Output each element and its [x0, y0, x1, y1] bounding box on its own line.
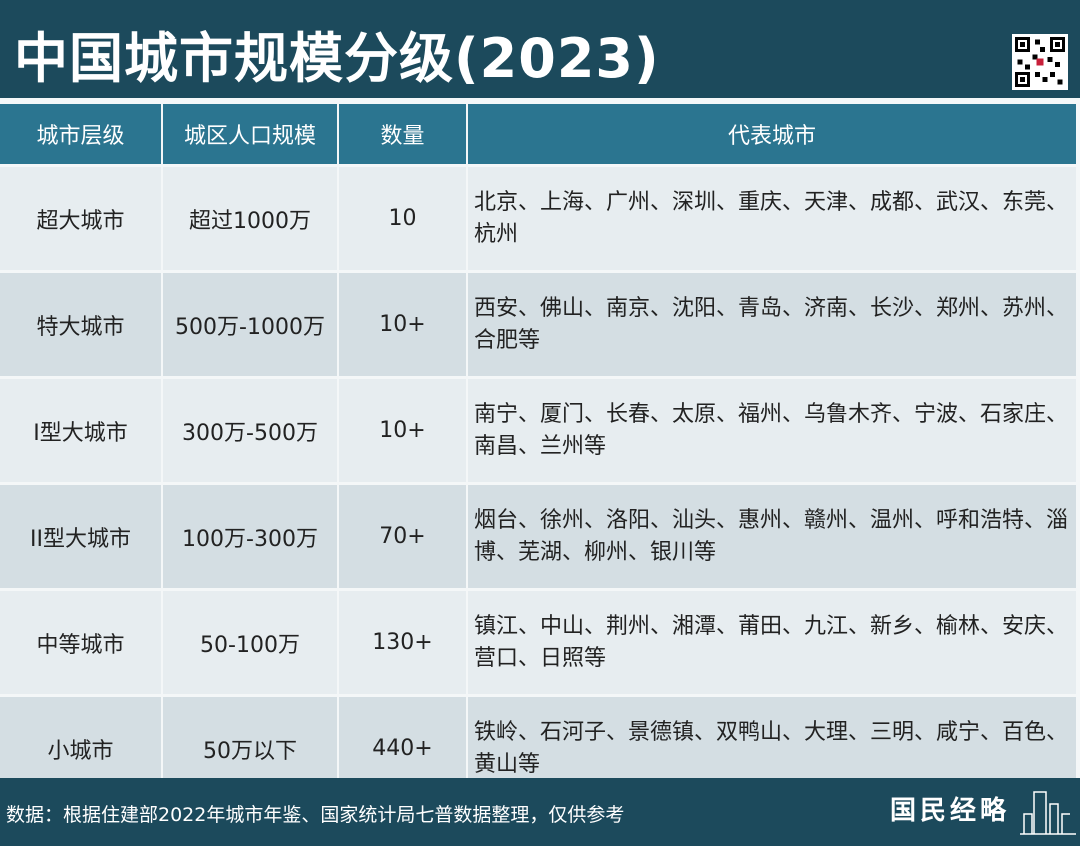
table-row: I型大城市 300万-500万 10+ 南宁、厦门、长春、太原、福州、乌鲁木齐、… — [0, 379, 1076, 482]
page-title: 中国城市规模分级(2023) — [14, 27, 660, 90]
cities-cell: 南宁、厦门、长春、太原、福州、乌鲁木齐、宁波、石家庄、南昌、兰州等 — [468, 379, 1076, 482]
building-skyline-icon — [1020, 791, 1076, 835]
header-population: 城区人口规模 — [163, 104, 337, 164]
count-cell: 10+ — [339, 273, 466, 376]
header-count: 数量 — [339, 104, 466, 164]
table-row: 超大城市 超过1000万 10 北京、上海、广州、深圳、重庆、天津、成都、武汉、… — [0, 167, 1076, 270]
tier-cell: II型大城市 — [0, 485, 161, 588]
population-cell: 超过1000万 — [163, 167, 337, 270]
tier-cell: 特大城市 — [0, 273, 161, 376]
qr-code-icon — [1012, 34, 1068, 90]
cities-cell: 镇江、中山、荆州、湘潭、莆田、九江、新乡、榆林、安庆、营口、日照等 — [468, 591, 1076, 694]
count-cell: 130+ — [339, 591, 466, 694]
tier-cell: 中等城市 — [0, 591, 161, 694]
table-row: 中等城市 50-100万 130+ 镇江、中山、荆州、湘潭、莆田、九江、新乡、榆… — [0, 591, 1076, 694]
header-tier: 城市层级 — [0, 104, 161, 164]
count-cell: 10 — [339, 167, 466, 270]
cities-cell: 烟台、徐州、洛阳、汕头、惠州、赣州、温州、呼和浩特、淄博、芜湖、柳州、银川等 — [468, 485, 1076, 588]
count-cell: 10+ — [339, 379, 466, 482]
brand-logo: 国民经略 — [890, 796, 1011, 826]
population-cell: 300万-500万 — [163, 379, 337, 482]
population-cell: 100万-300万 — [163, 485, 337, 588]
table-row: 特大城市 500万-1000万 10+ 西安、佛山、南京、沈阳、青岛、济南、长沙… — [0, 273, 1076, 376]
tier-cell: 超大城市 — [0, 167, 161, 270]
header-cities: 代表城市 — [468, 104, 1076, 164]
table-header-row: 城市层级 城区人口规模 数量 代表城市 — [0, 104, 1076, 164]
city-tier-table: 城市层级 城区人口规模 数量 代表城市 超大城市 超过1000万 10 北京、上… — [0, 101, 1078, 803]
cities-cell: 北京、上海、广州、深圳、重庆、天津、成都、武汉、东莞、杭州 — [468, 167, 1076, 270]
cities-cell: 西安、佛山、南京、沈阳、青岛、济南、长沙、郑州、苏州、合肥等 — [468, 273, 1076, 376]
tier-cell: I型大城市 — [0, 379, 161, 482]
table-row: II型大城市 100万-300万 70+ 烟台、徐州、洛阳、汕头、惠州、赣州、温… — [0, 485, 1076, 588]
footer: 数据：根据住建部2022年城市年鉴、国家统计局七普数据整理，仅供参考 国民经略 — [0, 778, 1080, 846]
title-bar: 中国城市规模分级(2023) — [0, 0, 1080, 98]
source-note: 数据：根据住建部2022年城市年鉴、国家统计局七普数据整理，仅供参考 — [6, 804, 625, 826]
population-cell: 500万-1000万 — [163, 273, 337, 376]
population-cell: 50-100万 — [163, 591, 337, 694]
count-cell: 70+ — [339, 485, 466, 588]
